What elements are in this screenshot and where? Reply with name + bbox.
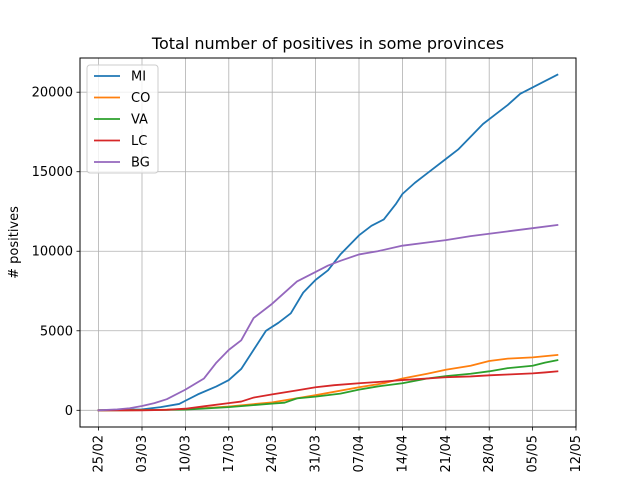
x-tick-label: 24/03 bbox=[265, 435, 280, 472]
y-axis-ticks: 0 5000 10000 15000 20000 bbox=[32, 86, 80, 419]
plot-frame bbox=[79, 57, 577, 428]
y-tick-label: 10000 bbox=[32, 245, 73, 260]
series-lines bbox=[97, 73, 559, 412]
x-tick-label: 31/03 bbox=[309, 435, 324, 472]
legend-box bbox=[86, 64, 159, 174]
x-tick-label: 07/04 bbox=[352, 435, 367, 472]
legend-label-va: VA bbox=[131, 113, 148, 128]
x-tick-label: 21/04 bbox=[439, 435, 454, 472]
y-axis-label: # positives bbox=[7, 206, 22, 279]
x-tick-label: 28/04 bbox=[482, 435, 497, 472]
legend-label-lc: LC bbox=[131, 134, 147, 149]
y-tick-label: 0 bbox=[65, 404, 73, 419]
legend-label-bg: BG bbox=[131, 156, 150, 171]
series-line-lc bbox=[97, 370, 559, 412]
x-tick-label: 14/04 bbox=[395, 435, 410, 472]
legend: MI CO VA LC BG bbox=[86, 64, 159, 174]
series-line-mi bbox=[97, 73, 559, 412]
plot-background bbox=[80, 58, 576, 427]
legend-label-co: CO bbox=[131, 91, 150, 106]
x-tick-label: 03/03 bbox=[135, 435, 150, 472]
x-tick-label: 12/05 bbox=[569, 435, 584, 472]
x-tick-label: 10/03 bbox=[178, 435, 193, 472]
x-axis-ticks: 25/02 03/03 10/03 17/03 24/03 31/03 07/04 14/04… bbox=[92, 427, 584, 472]
legend-label-mi: MI bbox=[131, 70, 146, 85]
y-tick-label: 15000 bbox=[32, 165, 73, 180]
x-tick-label: 17/03 bbox=[222, 435, 237, 472]
y-tick-label: 20000 bbox=[32, 86, 73, 101]
chart-title: Total number of positives in some provin… bbox=[151, 34, 504, 53]
y-tick-label: 5000 bbox=[40, 324, 73, 339]
x-tick-label: 05/05 bbox=[526, 435, 541, 472]
x-tick-label: 25/02 bbox=[92, 435, 107, 472]
series-line-bg bbox=[97, 223, 559, 412]
series-line-va bbox=[97, 359, 559, 412]
